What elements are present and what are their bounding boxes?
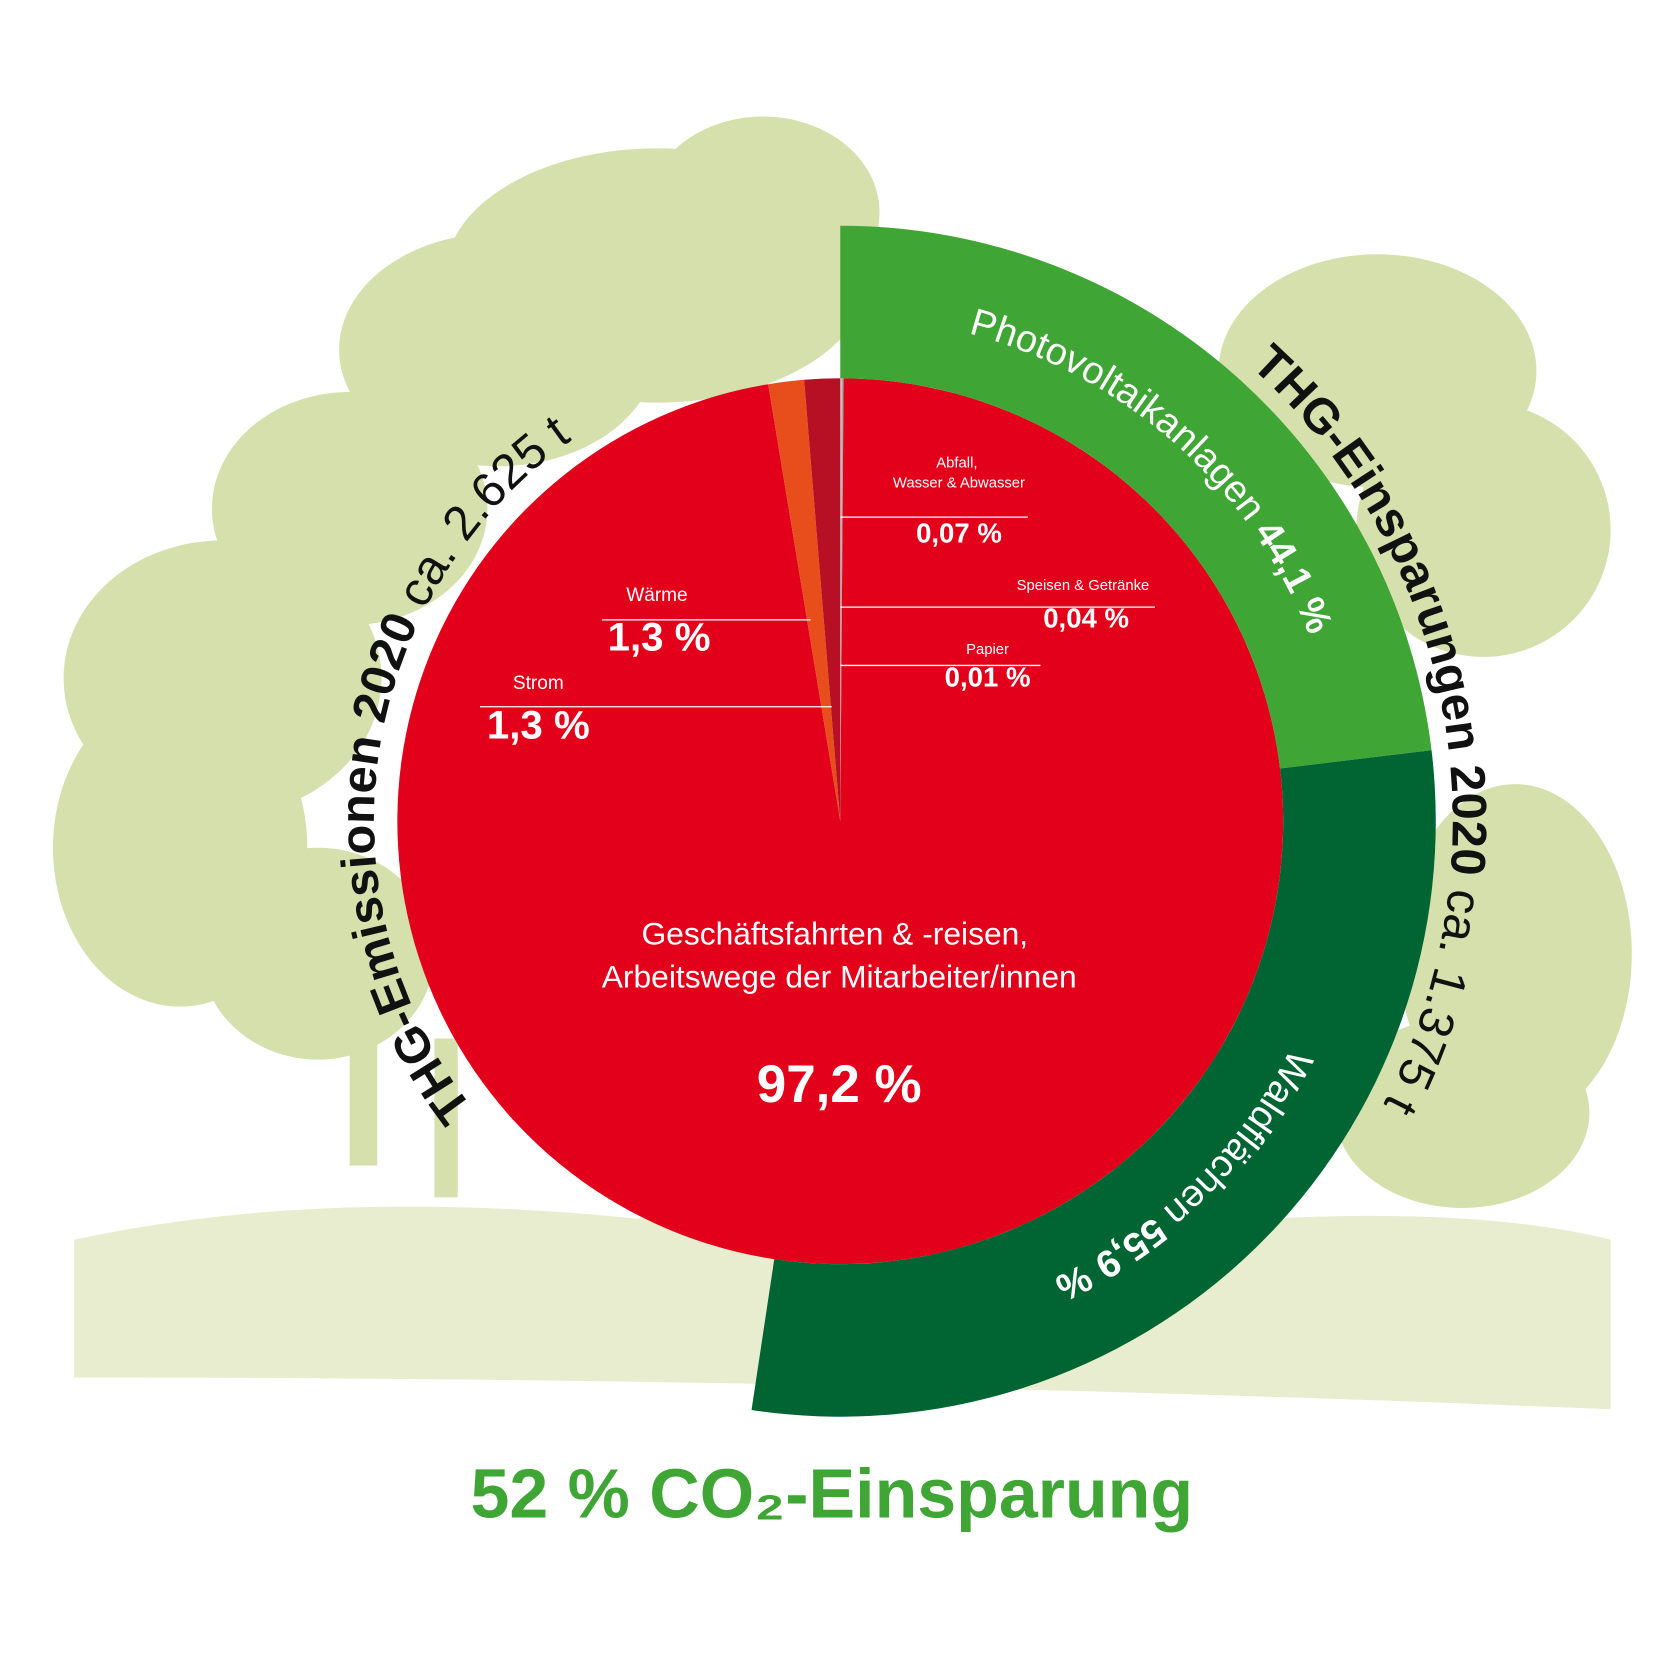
category-label: Abfall, Wasser & Abwasser bbox=[893, 455, 1025, 491]
ring-segment bbox=[751, 750, 1436, 1417]
value-label: 97,2 % bbox=[757, 1055, 922, 1114]
category-label: Geschäftsfahrten & -reisen, Arbeitswege … bbox=[602, 916, 1077, 995]
pie-slice bbox=[804, 378, 841, 822]
footer-text: 52 % CO₂-Einsparung bbox=[470, 1454, 1193, 1532]
pie-slice bbox=[840, 378, 844, 822]
value-label: 1,3 % bbox=[608, 615, 711, 660]
pie-slice bbox=[768, 379, 841, 822]
ring-segment bbox=[840, 225, 1432, 769]
category-label: Papier bbox=[966, 642, 1009, 658]
value-label: 0,04 % bbox=[1043, 602, 1129, 633]
category-label: Wärme bbox=[626, 585, 687, 606]
category-label: Speisen & Getränke bbox=[1017, 578, 1150, 594]
value-label: 0,01 % bbox=[945, 662, 1031, 693]
value-label: 1,3 % bbox=[487, 703, 590, 748]
category-label: Strom bbox=[513, 673, 564, 694]
pie-slice bbox=[397, 378, 1284, 1265]
value-label: 0,07 % bbox=[916, 518, 1002, 549]
